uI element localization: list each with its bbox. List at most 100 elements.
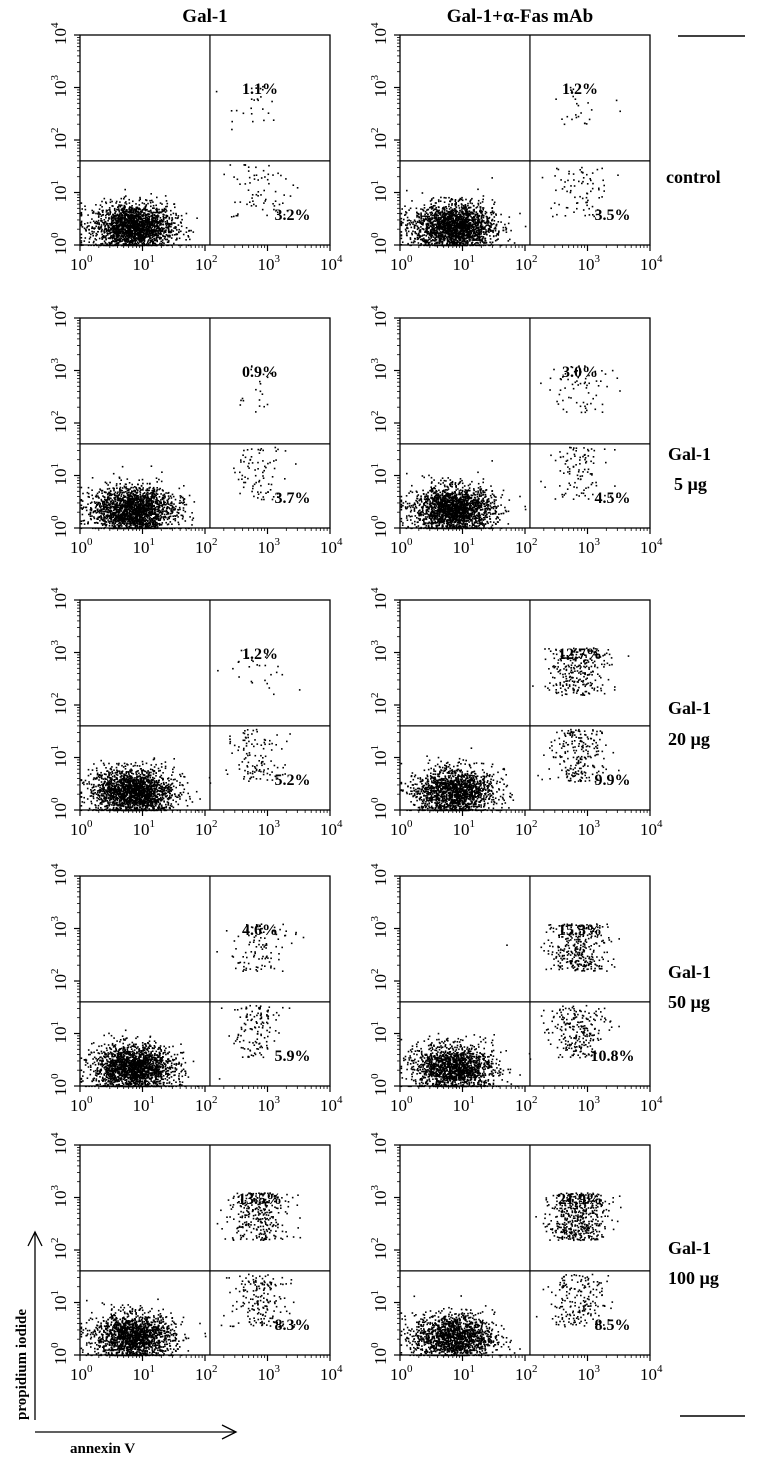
panel-5-xtick-4: 104 [640, 818, 663, 839]
panel-7-ytick-3: 103 [369, 916, 390, 939]
panel-1-ytick-2: 102 [369, 128, 390, 151]
panel-5-ytick-4: 104 [369, 587, 390, 610]
column-header-gal1: Gal-1 [182, 6, 227, 27]
panel-0-upper-right-percent: 1.1% [242, 81, 278, 98]
panel-9-ytick-4: 104 [369, 1132, 390, 1155]
panel-0-xtick-0: 100 [70, 253, 93, 274]
panel-4-ytick-0: 100 [49, 797, 70, 820]
panel-1-upper-right-percent: 1.2% [562, 81, 598, 98]
panel-5-xtick-0: 100 [390, 818, 413, 839]
panel-9-xtick-4: 104 [640, 1363, 663, 1384]
panel-3-upper-right-percent: 3.0% [562, 364, 598, 381]
panel-0-xtick-1: 101 [133, 253, 156, 274]
panel-2-xtick-3: 103 [258, 536, 281, 557]
panel-7-lower-right-percent: 10.8% [591, 1048, 635, 1065]
panel-1-xtick-2: 102 [515, 253, 538, 274]
panel-4-ytick-3: 103 [49, 640, 70, 663]
panel-0-xtick-3: 103 [258, 253, 281, 274]
panel-7-xtick-2: 102 [515, 1094, 538, 1115]
panel-1-ytick-1: 101 [369, 180, 390, 203]
panel-5-ytick-0: 100 [369, 797, 390, 820]
row-label-100ug-line1: Gal-1 [668, 1238, 711, 1258]
panel-7-xtick-3: 103 [578, 1094, 601, 1115]
row-label-20ug-line1: Gal-1 [668, 698, 711, 718]
panel-4-events [80, 649, 301, 812]
row-label-control-line1: control [666, 167, 721, 187]
panel-6-xtick-1: 101 [133, 1094, 156, 1115]
panel-0-events [80, 85, 299, 247]
panel-6-lower-right-percent: 5.9% [275, 1048, 311, 1065]
panel-9-ytick-3: 103 [369, 1185, 390, 1208]
panel-2-xtick-1: 101 [133, 536, 156, 557]
panel-5-xtick-3: 103 [578, 818, 601, 839]
row-label-5ug-line2: 5 µg [674, 474, 707, 494]
panel-9-ytick-2: 102 [369, 1238, 390, 1261]
panel-4-ytick-1: 101 [49, 745, 70, 768]
panel-5-ytick-3: 103 [369, 640, 390, 663]
panel-1-xtick-0: 100 [390, 253, 413, 274]
panel-1-events [400, 84, 621, 247]
panel-6-ytick-4: 104 [49, 863, 70, 886]
panel-8-ytick-3: 103 [49, 1185, 70, 1208]
panel-4-ytick-2: 102 [49, 693, 70, 716]
panel-9-upper-right-percent: 21.9% [558, 1191, 602, 1208]
panel-5-upper-right-percent: 12.7% [558, 646, 602, 663]
panel-7-events [400, 923, 620, 1088]
panel-0-ytick-3: 103 [49, 75, 70, 98]
panel-8-lower-right-percent: 8.3% [275, 1317, 311, 1334]
row-label-50ug-line2: 50 µg [668, 992, 710, 1012]
panel-4-xtick-2: 102 [195, 818, 218, 839]
panel-9-lower-right-percent: 8.5% [595, 1317, 631, 1334]
panel-9-events [400, 1192, 622, 1357]
panel-5-ytick-1: 101 [369, 745, 390, 768]
panel-7-upper-right-percent: 15.3% [558, 922, 602, 939]
row-label-5ug-line1: Gal-1 [668, 444, 711, 464]
panel-5-lower-right-percent: 9.9% [595, 772, 631, 789]
panel-0-ytick-1: 101 [49, 180, 70, 203]
panel-4-xtick-1: 101 [133, 818, 156, 839]
panel-9-xtick-1: 101 [453, 1363, 476, 1384]
panel-2-ytick-0: 100 [49, 515, 70, 538]
panel-4-xtick-3: 103 [258, 818, 281, 839]
panel-2-ytick-1: 101 [49, 463, 70, 486]
panel-9-xtick-3: 103 [578, 1363, 601, 1384]
panel-3-ytick-2: 102 [369, 411, 390, 434]
panel-3-xtick-3: 103 [578, 536, 601, 557]
panel-6-xtick-4: 104 [320, 1094, 343, 1115]
panel-7-xtick-4: 104 [640, 1094, 663, 1115]
panel-0-xtick-4: 104 [320, 253, 343, 274]
panel-9-ytick-1: 101 [369, 1290, 390, 1313]
panel-8-ytick-4: 104 [49, 1132, 70, 1155]
panel-2-lower-right-percent: 3.7% [275, 490, 311, 507]
panel-2-ytick-4: 104 [49, 305, 70, 328]
panel-3-ytick-3: 103 [369, 358, 390, 381]
panel-2-ytick-2: 102 [49, 411, 70, 434]
panel-6-xtick-3: 103 [258, 1094, 281, 1115]
scatter-panels: 1001001011011021021031031041041.1%3.2%10… [49, 22, 663, 1384]
row-label-50ug-line1: Gal-1 [668, 962, 711, 982]
axis-guide: propidium iodide annexin V [14, 1230, 238, 1457]
panel-0-ytick-4: 104 [49, 22, 70, 45]
panel-7-xtick-1: 101 [453, 1094, 476, 1115]
panel-8-upper-right-percent: 13.5% [238, 1191, 282, 1208]
panel-8-xtick-0: 100 [70, 1363, 93, 1384]
panel-1-xtick-1: 101 [453, 253, 476, 274]
panel-6-ytick-0: 100 [49, 1073, 70, 1096]
row-label-100ug-line2: 100 µg [668, 1268, 719, 1288]
panel-0-lower-right-percent: 3.2% [275, 207, 311, 224]
row-labels: control Gal-1 5 µg Gal-1 20 µg Gal-1 50 … [666, 167, 721, 1288]
panel-6-xtick-2: 102 [195, 1094, 218, 1115]
panel-3-xtick-0: 100 [390, 536, 413, 557]
panel-8-events [80, 1192, 302, 1357]
panel-8-xtick-1: 101 [133, 1363, 156, 1384]
panel-4-ytick-4: 104 [49, 587, 70, 610]
panel-5-ytick-2: 102 [369, 693, 390, 716]
panel-3-ytick-4: 104 [369, 305, 390, 328]
panel-7-ytick-4: 104 [369, 863, 390, 886]
